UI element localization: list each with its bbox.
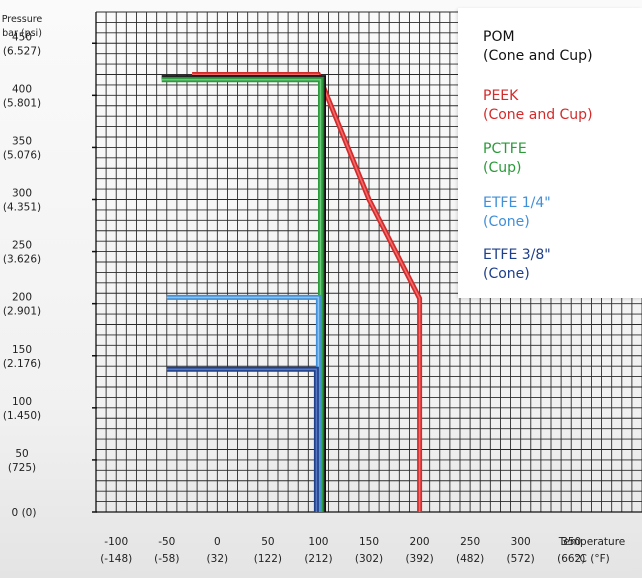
series-line-etfe14: [166, 294, 321, 512]
series-highlight-pom: [161, 76, 325, 512]
x-tick-sublabel: (302): [355, 553, 383, 565]
grid: [96, 11, 642, 512]
y-tick-label: 50: [15, 448, 28, 460]
y-tick-sublabel: (6.527): [3, 45, 41, 57]
x-tick-sublabel: (572): [507, 553, 535, 565]
x-tick-label: 100: [308, 536, 328, 548]
x-tick-sublabel: (482): [456, 553, 484, 565]
y-tick-label: 300: [12, 188, 32, 200]
y-tick-label: 450: [12, 31, 32, 43]
y-axis-title: Pressure: [2, 14, 43, 25]
x-tick-sublabel: (212): [304, 553, 332, 565]
x-tick-sublabel: (122): [254, 553, 282, 565]
series-line-etfe38: [166, 366, 319, 512]
legend-label-etfe-three-eighths: ETFE 3/8": [483, 247, 551, 263]
y-tick-sublabel: (3.626): [3, 254, 41, 266]
y-tick-sublabel: (1.450): [3, 410, 41, 422]
legend-entry-peek: PEEK (Cone and Cup): [483, 87, 642, 125]
series-line-pom: [161, 75, 326, 512]
x-tick-sublabel: (-148): [100, 553, 132, 565]
legend-label-pctfe: PCTFE: [483, 141, 527, 157]
tick-labels: 0 (0) 50 (725) 100 (1.450) 150 (2.176) 200 (2.90…: [2, 14, 626, 565]
legend-entry-etfe-three-eighths: ETFE 3/8" (Cone): [483, 246, 642, 284]
legend-label-etfe-quarter: ETFE 1/4": [483, 195, 551, 211]
x-tick-label: 150: [359, 536, 379, 548]
legend-sublabel-pom: (Cone and Cup): [483, 48, 593, 64]
y-tick-sublabel: (2.176): [3, 358, 41, 370]
y-tick-label: 100: [12, 396, 32, 408]
y-tick-sublabel: (5.076): [3, 149, 41, 161]
axes: [92, 12, 642, 513]
x-tick-sublabel: (392): [405, 553, 433, 565]
legend-entry-pctfe: PCTFE (Cup): [483, 140, 642, 178]
x-tick-label: -100: [104, 536, 128, 548]
legend-sublabel-etfe-quarter: (Cone): [483, 214, 530, 230]
x-tick-sublabel: (-58): [154, 553, 179, 565]
y-tick-sublabel: (2.901): [3, 306, 41, 318]
y-tick-label: 0 (0): [12, 507, 37, 519]
y-tick-label: 200: [12, 292, 32, 304]
y-tick-label: 150: [12, 344, 32, 356]
y-tick-label: 350: [12, 135, 32, 147]
x-tick-sublabel: (662): [557, 553, 585, 565]
series-lines: [161, 72, 423, 512]
x-tick-label: 50: [261, 536, 274, 548]
y-tick-sublabel: (725): [8, 462, 36, 474]
y-tick-sublabel: (5.801): [3, 97, 41, 109]
y-tick-sublabel: (4.351): [3, 202, 41, 214]
x-tick-sublabel: (32): [207, 553, 229, 565]
x-axis-title: Temperature: [558, 536, 626, 548]
y-tick-label: 250: [12, 240, 32, 252]
legend-label-peek: PEEK: [483, 88, 519, 104]
x-tick-label: 200: [410, 536, 430, 548]
y-tick-label: 400: [12, 83, 32, 95]
series-highlight-etfe38: [166, 368, 318, 512]
x-tick-label: 0: [214, 536, 221, 548]
legend-sublabel-etfe-three-eighths: (Cone): [483, 266, 530, 282]
x-tick-label: 300: [511, 536, 531, 548]
legend-entry-etfe-quarter: ETFE 1/4" (Cone): [483, 194, 642, 232]
series-highlight-peek: [192, 73, 421, 512]
x-axis-unit: °C (°F): [574, 553, 609, 565]
series-highlight-etfe14: [166, 296, 320, 512]
x-tick-label: -50: [158, 536, 175, 548]
legend-sublabel-pctfe: (Cup): [483, 160, 522, 176]
legend-sublabel-peek: (Cone and Cup): [483, 107, 593, 123]
y-axis-unit: bar (psi): [2, 28, 42, 39]
legend: POM (Cone and Cup) PEEK (Cone and Cup) P…: [458, 8, 642, 298]
legend-entry-pom: POM (Cone and Cup): [483, 28, 642, 66]
x-tick-label: 350: [561, 536, 581, 548]
x-tick-label: 250: [460, 536, 480, 548]
legend-label-pom: POM: [483, 29, 515, 45]
